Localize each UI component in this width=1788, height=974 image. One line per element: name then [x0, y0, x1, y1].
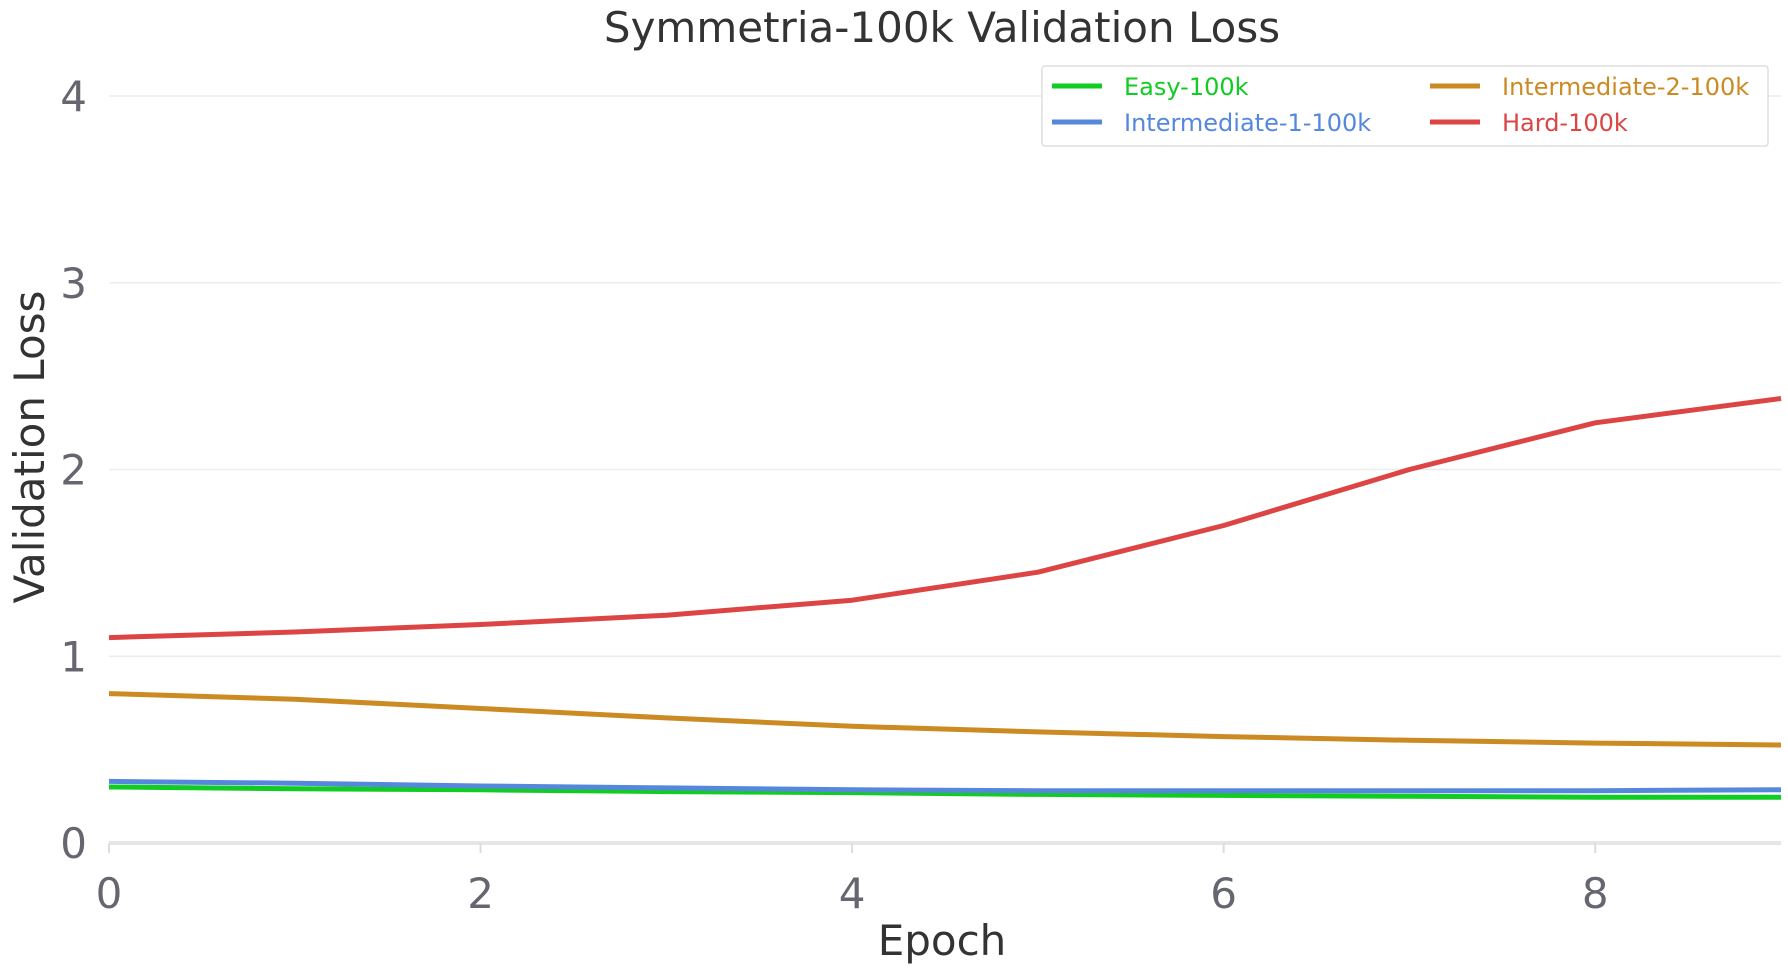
series-line-easy-100k: [108, 784, 1781, 800]
x-tick-label: 0: [96, 869, 123, 918]
y-tick-label: 2: [60, 446, 87, 495]
y-tick-label: 4: [60, 72, 87, 121]
y-tick-label: 0: [60, 819, 87, 868]
tick-labels: 0 1 2 3 4 0 2 4 6 8: [60, 72, 1608, 918]
series-line-intermediate-2-100k: [108, 691, 1782, 748]
legend-label: Intermediate-1-100k: [1124, 109, 1371, 137]
chart-title: Symmetria-100k Validation Loss: [604, 3, 1280, 52]
legend-label: Intermediate-2-100k: [1502, 73, 1749, 101]
legend-box: [1041, 65, 1769, 147]
legend-label: Easy-100k: [1124, 73, 1249, 101]
x-tick-label: 8: [1582, 869, 1609, 918]
y-tick-label: 1: [60, 632, 87, 681]
axes: [108, 841, 1781, 853]
x-axis-label: Epoch: [878, 916, 1007, 965]
x-tick-label: 2: [467, 869, 494, 918]
y-tick-label: 3: [60, 259, 87, 308]
series-line-hard-100k: [108, 396, 1782, 641]
series-line-intermediate-1-100k: [108, 778, 1782, 794]
x-tick-label: 6: [1210, 869, 1237, 918]
grid-lines: [109, 95, 1781, 658]
y-axis-label: Validation Loss: [5, 291, 54, 604]
legend-label: Hard-100k: [1502, 109, 1628, 137]
x-tick-label: 4: [839, 869, 866, 918]
legend: Easy-100k Intermediate-1-100k Intermediate…: [1041, 65, 1769, 147]
series-lines: [108, 396, 1782, 800]
